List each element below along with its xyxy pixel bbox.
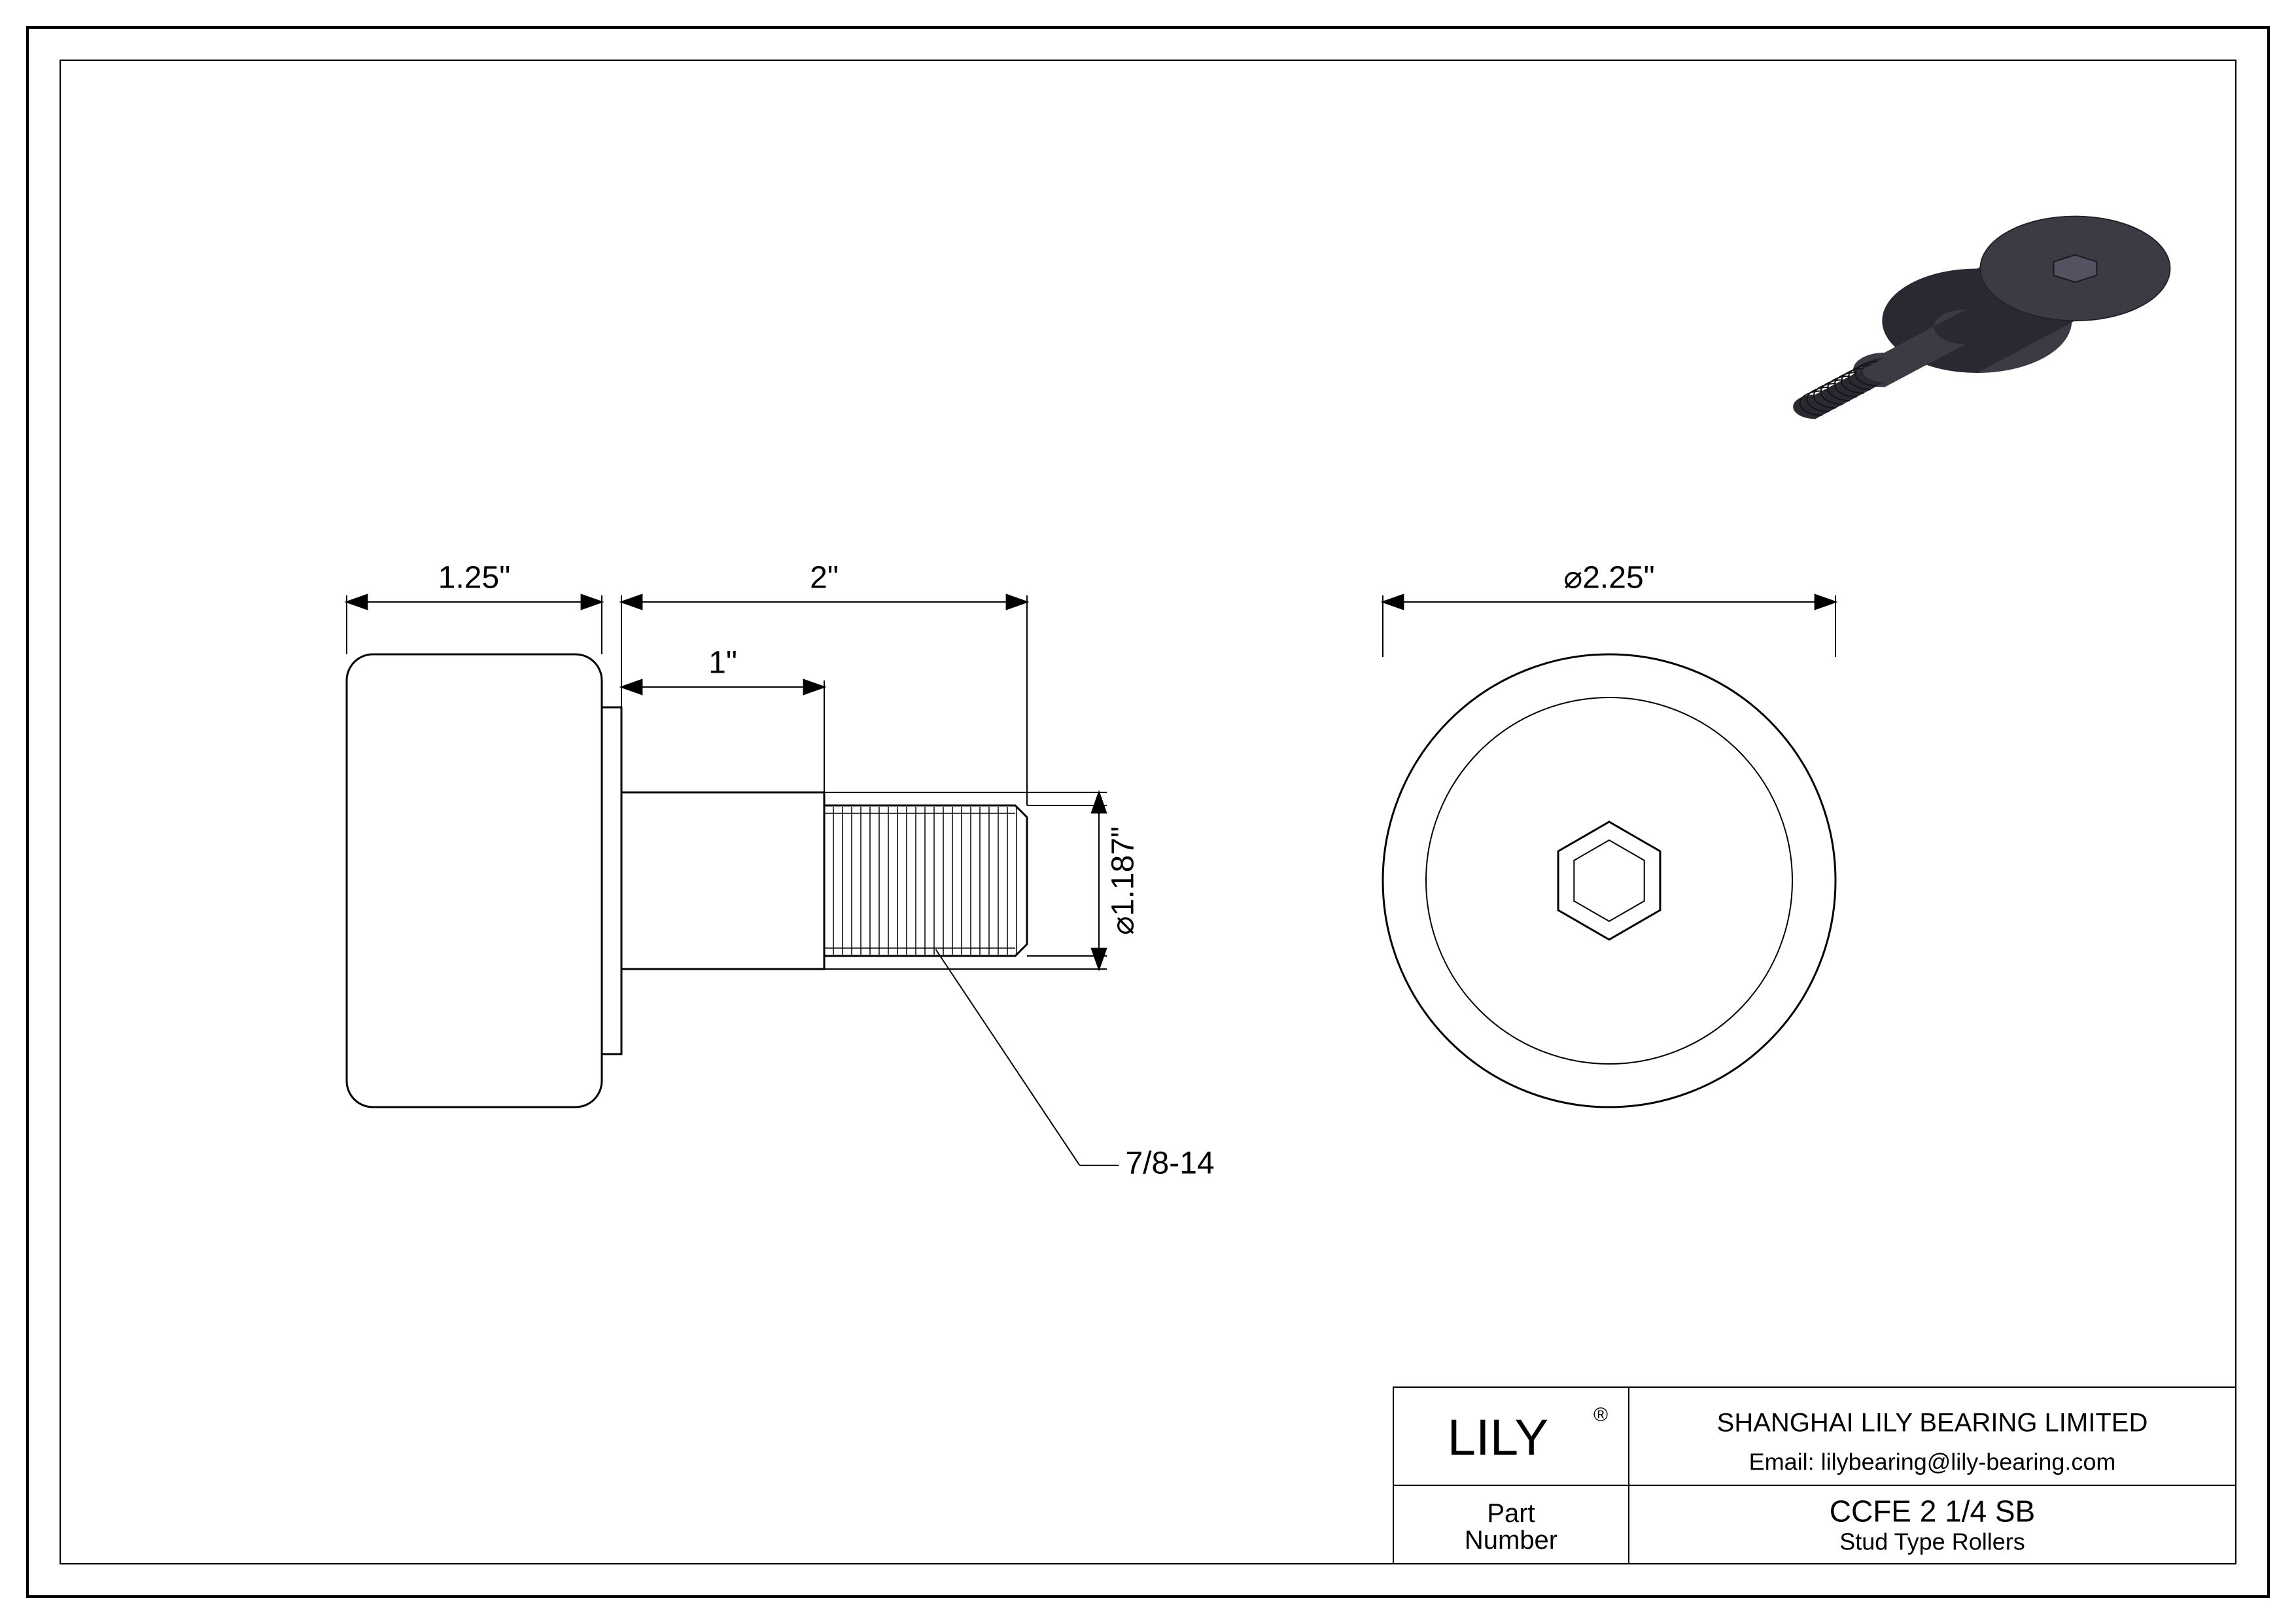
part-number: CCFE 2 1/4 SB [1830, 1494, 2035, 1528]
part-label-line1: Part [1487, 1499, 1535, 1528]
svg-text:1": 1" [708, 646, 737, 680]
shank-outline [621, 792, 824, 969]
svg-text:⌀1.187": ⌀1.187" [1106, 826, 1141, 935]
svg-text:7/8-14: 7/8-14 [1126, 1146, 1215, 1181]
svg-text:1.25": 1.25" [438, 561, 510, 595]
logo-registered: ® [1593, 1404, 1608, 1426]
title-block: LILY ® SHANGHAI LILY BEARING LIMITED Email:… [1393, 1387, 2236, 1564]
drawing-sheet: 1.25" 2" 1" ⌀1.187" 7/8-14 ⌀2.25" LILY ® SHANG… [0, 0, 2296, 1624]
front-view: ⌀2.25" [1383, 561, 1835, 1107]
company-email: Email: lilybearing@lily-bearing.com [1749, 1449, 2116, 1475]
part-label-line2: Number [1465, 1526, 1557, 1555]
side-view: 1.25" 2" 1" ⌀1.187" 7/8-14 [347, 561, 1215, 1181]
part-description: Stud Type Rollers [1839, 1528, 2025, 1555]
thread-outline [824, 805, 1027, 956]
roller-outline [347, 654, 602, 1107]
logo-text: LILY [1448, 1409, 1549, 1466]
flange-outline [602, 707, 621, 1054]
isometric-view [1793, 217, 2170, 419]
svg-text:⌀2.25": ⌀2.25" [1563, 561, 1654, 595]
company-name: SHANGHAI LILY BEARING LIMITED [1717, 1409, 2148, 1438]
iso-hex-socket [2053, 255, 2096, 283]
svg-text:2": 2" [810, 561, 839, 595]
